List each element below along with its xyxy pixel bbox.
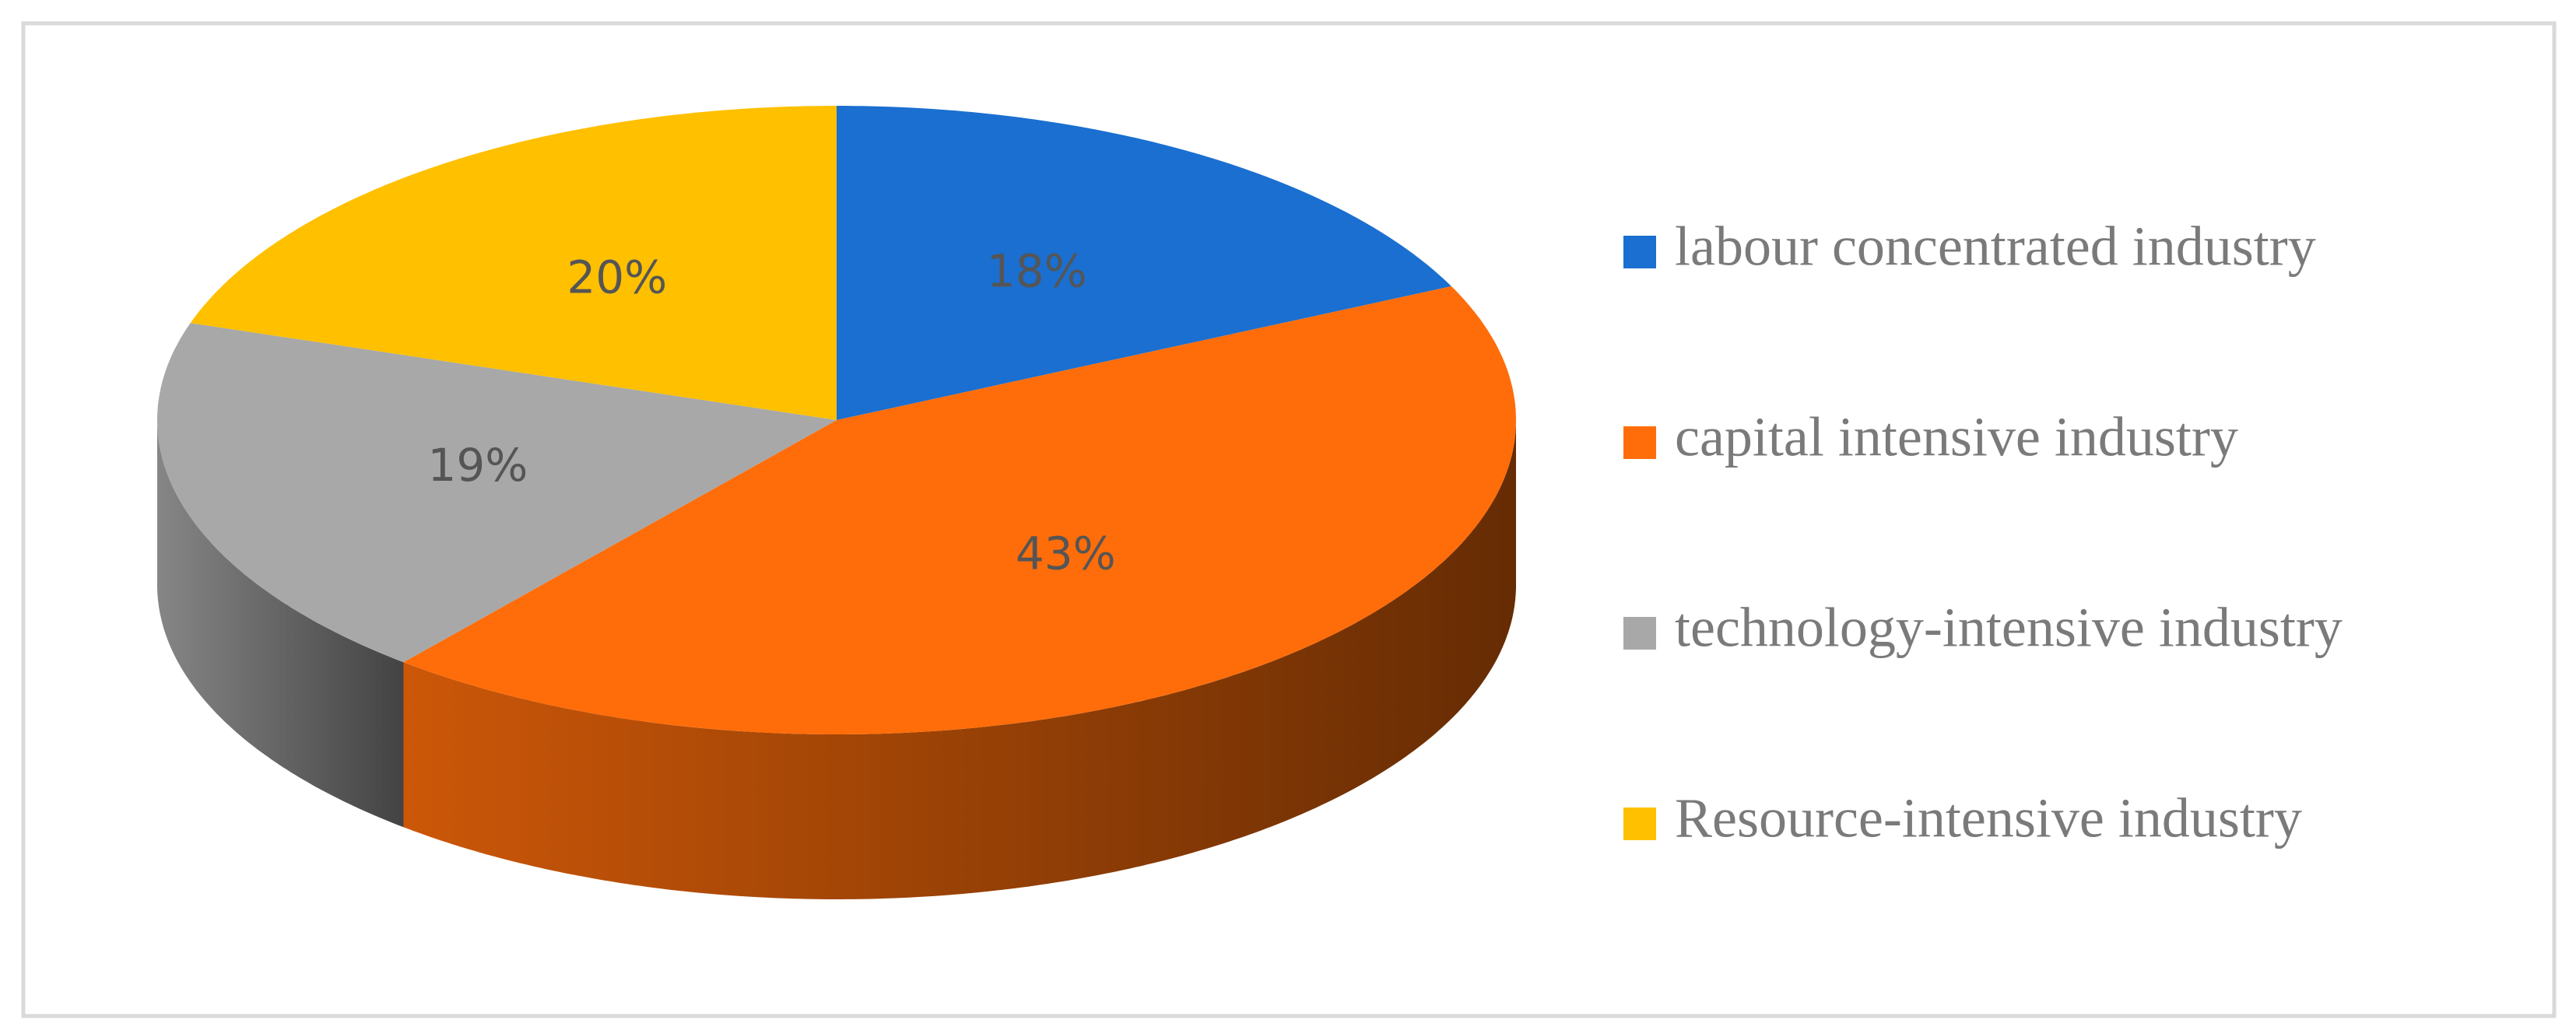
legend-swatch — [1623, 808, 1656, 840]
pie-slice — [190, 106, 837, 420]
data-label: 20% — [567, 250, 667, 303]
pie-slice — [403, 286, 1516, 734]
legend-swatch — [1623, 236, 1656, 268]
pie-slice — [837, 106, 1451, 420]
legend-label: Resource-intensive industry — [1675, 787, 2302, 850]
legend-swatch — [1623, 426, 1656, 459]
data-label: 18% — [987, 244, 1087, 297]
slice-side — [403, 420, 1516, 899]
legend-swatch — [1623, 617, 1656, 650]
pie-slice — [157, 323, 837, 663]
legend-label: labour concentrated industry — [1675, 215, 2316, 278]
legend-label: capital intensive industry — [1675, 406, 2238, 468]
data-label: 19% — [427, 439, 528, 492]
data-label: 43% — [1016, 527, 1116, 580]
legend-label: technology-intensive industry — [1675, 597, 2343, 659]
slice-side — [157, 420, 404, 828]
